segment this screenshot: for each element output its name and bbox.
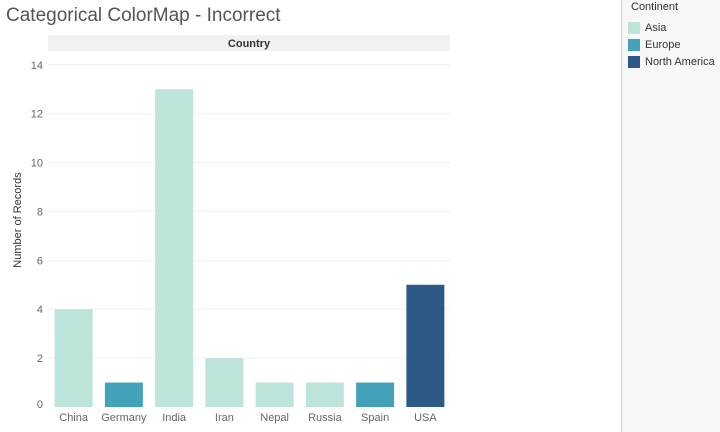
y-tick-label: 14 [31, 60, 43, 72]
x-tick-label: Russia [308, 412, 343, 424]
bar-chart: Country 0 2 4 6 8 10 12 14 China Germany India Ira… [12, 35, 450, 424]
y-axis-title: Number of Records [12, 172, 24, 268]
column-header-label: Country [228, 38, 271, 50]
bar-china[interactable] [54, 309, 93, 407]
bar-usa[interactable] [406, 284, 445, 407]
legend-item-north-america[interactable]: North America [628, 54, 715, 69]
x-tick-label: Spain [361, 412, 389, 424]
bar-spain[interactable] [356, 382, 395, 407]
bar-russia[interactable] [305, 382, 344, 407]
x-tick-label: Nepal [260, 412, 289, 424]
legend-label-north-america: North America [645, 55, 715, 68]
bars [54, 89, 445, 407]
x-tick-label: Iran [215, 412, 234, 424]
legend-item-europe[interactable]: Europe [628, 37, 680, 52]
x-tick-label: Germany [101, 412, 147, 424]
y-axis-ticks: 0 2 4 6 8 10 12 14 [31, 60, 43, 411]
gridlines [48, 64, 450, 359]
bar-nepal[interactable] [255, 382, 294, 407]
y-tick-label: 8 [37, 206, 43, 218]
chart-title: Categorical ColorMap - Incorrect [6, 5, 281, 26]
y-tick-label: 4 [37, 304, 43, 316]
legend-swatch-north-america [628, 55, 640, 68]
bar-iran[interactable] [205, 358, 244, 407]
legend-panel: Continent Asia Europe North America [621, 0, 720, 432]
legend-item-asia[interactable]: Asia [628, 20, 666, 35]
x-tick-label: USA [414, 412, 437, 424]
y-tick-label: 0 [37, 399, 43, 411]
y-tick-label: 2 [37, 353, 43, 365]
legend-label-europe: Europe [645, 38, 681, 51]
column-header-bar [48, 35, 450, 51]
bar-india[interactable] [155, 89, 194, 407]
y-tick-label: 10 [31, 158, 43, 170]
legend-label-asia: Asia [645, 21, 667, 34]
y-tick-label: 6 [37, 255, 43, 267]
legend-swatch-asia [628, 21, 640, 34]
x-tick-label: India [162, 412, 187, 424]
bar-germany[interactable] [104, 382, 143, 407]
x-tick-label: China [59, 412, 89, 424]
legend-title: Continent [631, 1, 679, 13]
x-axis-ticks: China Germany India Iran Nepal Russia Spain USA [59, 412, 437, 424]
y-tick-label: 12 [31, 109, 43, 121]
legend-swatch-europe [628, 38, 640, 51]
